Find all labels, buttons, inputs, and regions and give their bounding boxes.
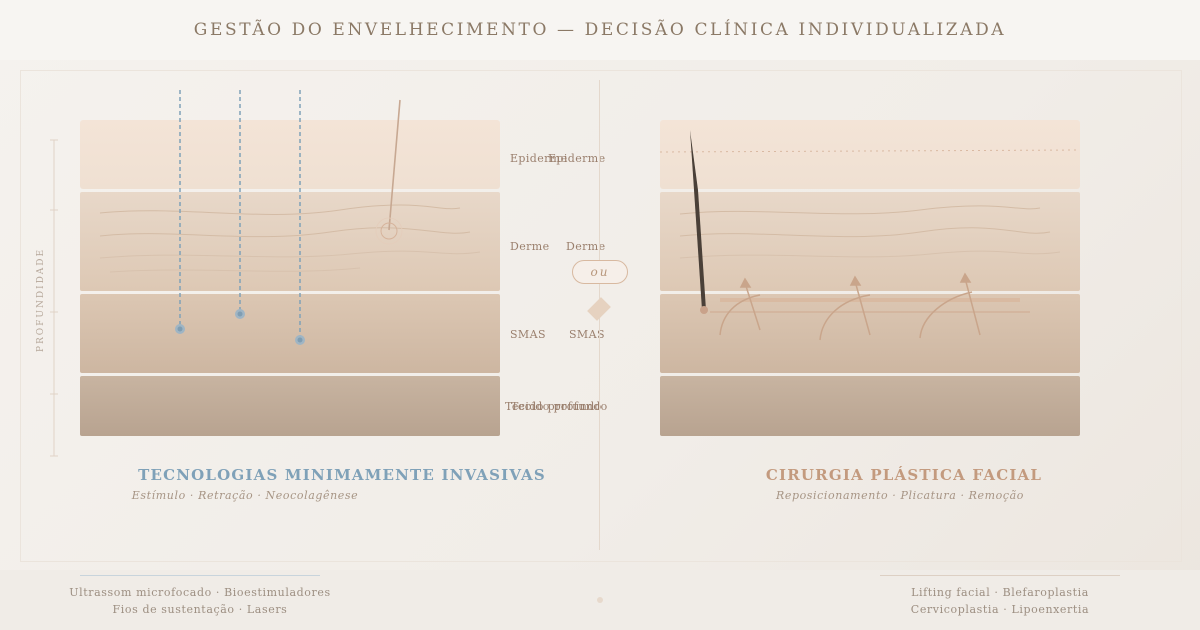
thread-needle-icon <box>375 99 403 245</box>
outer-frame <box>20 70 1182 562</box>
left-layer-smas <box>80 294 500 373</box>
header-band <box>0 0 1200 60</box>
right-skin-model <box>659 120 1081 436</box>
footer-right-line2: Cervicoplastia · Lipoenxertia <box>910 603 1090 616</box>
footer-right-rule <box>880 575 1120 576</box>
layer-label-derme-left: Derme <box>510 240 550 253</box>
footer-left-rule <box>80 575 320 576</box>
scalpel-icon <box>690 130 708 314</box>
layer-label-derme-right: Derme <box>566 240 606 253</box>
layer-label-epiderme-right: Epiderme <box>548 152 606 165</box>
page-title: GESTÃO DO ENVELHECIMENTO — DECISÃO CLÍNI… <box>193 20 1007 40</box>
right-panel-subtitle: Reposicionamento · Plicatura · Remoção <box>775 489 1025 502</box>
footer-left-line2: Fios de sustentação · Lasers <box>112 603 288 616</box>
right-layer-deep <box>660 376 1080 436</box>
left-skin-model <box>80 90 500 436</box>
or-badge: ou <box>572 260 628 284</box>
ultrasound-probe-icon <box>175 90 305 345</box>
layer-label-deep-right: Tecido profundo <box>511 400 608 413</box>
depth-axis-label: PROFUNDIDADE <box>36 247 46 353</box>
footer-dot-icon <box>597 597 603 603</box>
right-layer-derme <box>660 192 1080 291</box>
left-layer-derme <box>80 192 500 291</box>
layer-label-epiderme-left: Epiderme <box>510 152 568 165</box>
right-layer-epiderme <box>660 120 1080 189</box>
layer-label-deep-left: Tecido profundo <box>505 400 602 413</box>
footer-right-line1: Lifting facial · Blefaroplastia <box>911 586 1089 599</box>
left-panel-title: TECNOLOGIAS MINIMAMENTE INVASIVAS <box>138 466 546 484</box>
left-panel-subtitle: Estímulo · Retração · Neocolagênese <box>131 489 359 502</box>
left-layer-epiderme <box>80 120 500 189</box>
footer-left-line1: Ultrassom microfocado · Bioestimuladores <box>69 586 331 599</box>
suture-hook-icon <box>719 272 981 341</box>
layer-label-smas-left: SMAS <box>510 328 546 341</box>
left-layer-deep <box>80 376 500 436</box>
depth-axis <box>50 139 58 457</box>
layer-label-smas-right: SMAS <box>569 328 605 341</box>
right-panel-title: CIRURGIA PLÁSTICA FACIAL <box>765 466 1043 484</box>
